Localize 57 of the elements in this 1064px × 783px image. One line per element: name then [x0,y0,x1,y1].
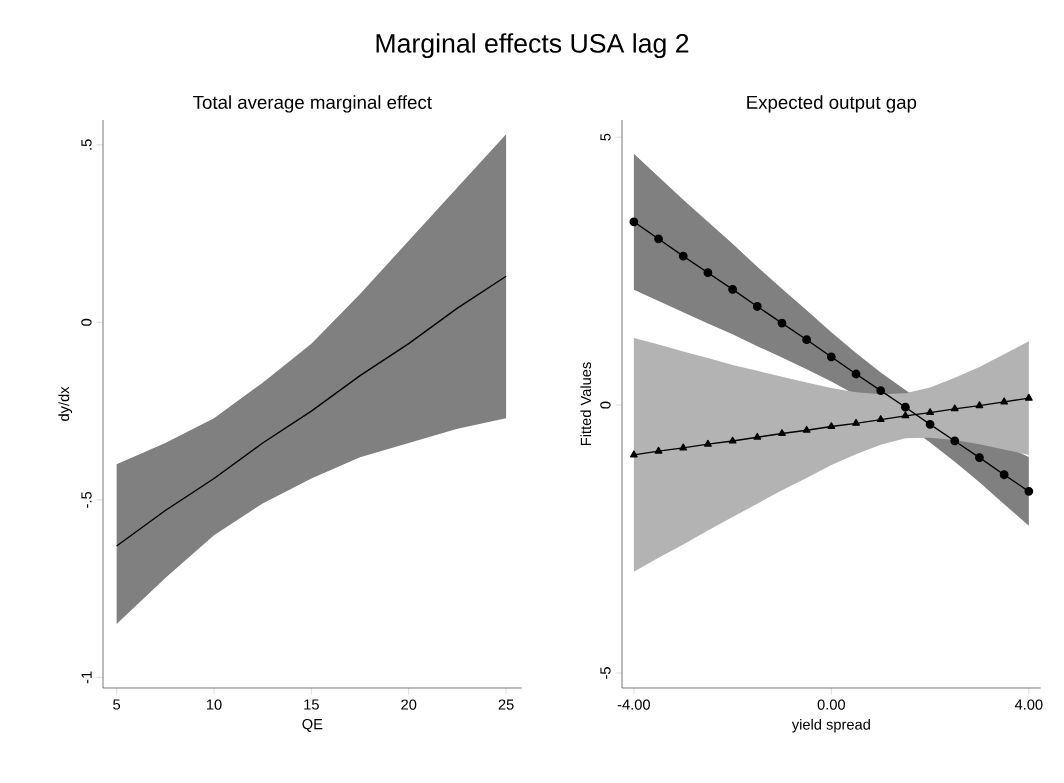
x-tick-label: 10 [206,699,222,710]
line-series [115,275,507,547]
y-tick-label: -1 [81,671,92,684]
point [826,352,836,362]
y-tick-label: 0 [600,401,611,409]
point [703,268,713,278]
x-axis-title: QE [302,718,323,732]
y-tick-label: .5 [81,139,92,150]
point [852,418,860,426]
point [802,335,812,345]
x-tick-label: 20 [401,699,417,710]
point [901,402,910,412]
point [753,432,762,440]
point [654,446,663,454]
point [827,422,836,430]
point [728,436,737,444]
point [950,404,959,412]
x-tick-label: 5 [113,699,121,710]
point [629,450,638,458]
x-tick-label: 15 [304,699,319,710]
point [752,302,762,311]
point [950,436,960,446]
chart-title: Marginal effects USA lag 2 [376,33,689,59]
y-tick-label: 5 [600,133,611,141]
point [1000,397,1009,405]
chart-subtitle: Expected output gap [747,95,917,113]
y-tick-label: 0 [81,318,92,326]
point [1024,486,1034,496]
point [876,415,885,423]
y-tick-label: -5 [600,667,611,679]
point [999,470,1009,480]
point [802,425,811,433]
point [851,369,861,379]
point [1024,393,1033,401]
y-axis-title: Fitted Values [580,362,592,446]
point [925,419,935,429]
point [679,443,688,451]
point [629,217,639,227]
point [975,401,984,409]
y-axis-title: dy/dx [58,386,73,421]
point [876,386,886,396]
y-tick-label: -.5 [81,491,92,508]
point [975,453,984,462]
chart-subtitle: Total average marginal effect [193,95,432,113]
point [926,408,934,416]
x-tick-label: 25 [498,699,514,710]
x-axis-title: yield spread [791,718,870,733]
x-tick-label: -4.00 [617,699,650,710]
point [777,318,787,328]
point [704,439,712,447]
point [728,284,737,294]
point [654,234,663,244]
point [901,411,910,419]
x-tick-label: 0.00 [817,699,846,710]
point [778,429,786,437]
point [678,251,688,261]
x-tick-label: 4.00 [1014,699,1043,710]
